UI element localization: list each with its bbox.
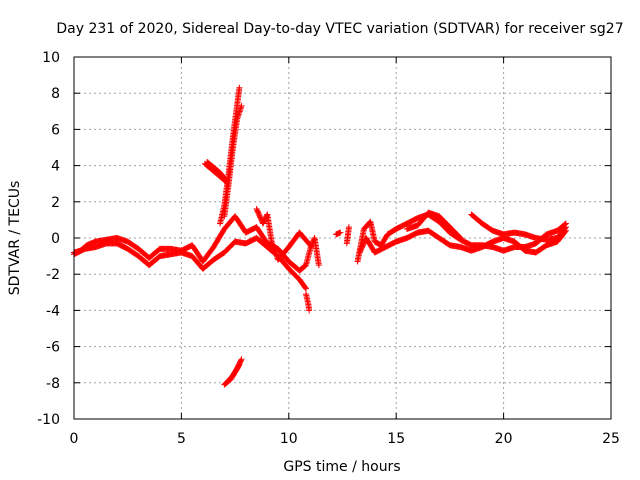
data-point: [457, 235, 464, 241]
data-point: [337, 229, 344, 236]
x-tick-label: 15: [387, 431, 405, 447]
data-point: [315, 262, 322, 269]
y-tick-label: 6: [51, 122, 60, 138]
data-point: [238, 356, 245, 363]
y-tick-labels: -10 -8 -6 -4 -2 0 2 4 6 8 10: [37, 50, 60, 428]
y-tick-label: -6: [46, 340, 60, 356]
x-tick-label: 25: [602, 431, 620, 447]
y-tick-label: -4: [46, 303, 60, 319]
data-point: [236, 84, 243, 91]
y-tick-label: -10: [37, 412, 60, 428]
y-tick-label: 2: [51, 195, 60, 211]
chart-title: Day 231 of 2020, Sidereal Day-to-day VTE…: [56, 21, 623, 37]
data-point: [236, 361, 243, 368]
y-tick-label: 8: [51, 86, 60, 102]
x-tick-labels: 0 5 10 15 20 25: [70, 431, 620, 447]
y-tick-label: -2: [46, 267, 60, 283]
y-tick-label: 0: [51, 231, 60, 247]
data-point: [307, 242, 314, 249]
data-point: [221, 175, 228, 182]
data-point: [562, 225, 569, 232]
plot-frame: [73, 56, 612, 420]
data-point: [238, 102, 245, 109]
data-point: [302, 285, 309, 292]
data-point: [456, 234, 463, 241]
x-tick-label: 10: [280, 431, 298, 447]
data-point: [562, 224, 569, 231]
data-point: [238, 357, 245, 364]
data-point: [302, 284, 309, 291]
data-point: [235, 362, 242, 369]
data-point: [306, 241, 313, 248]
x-tick-label: 5: [177, 431, 186, 447]
y-tick-label: 4: [51, 159, 60, 175]
y-tick-label: 10: [42, 50, 60, 66]
x-tick-label: 0: [70, 431, 79, 447]
x-tick-label: 20: [495, 431, 513, 447]
data-point: [306, 307, 313, 314]
data-point: [345, 224, 352, 231]
y-axis-label: SDTVAR / TECUs: [7, 181, 23, 296]
y-tick-label: -8: [46, 376, 60, 392]
data-points: [71, 84, 569, 388]
x-axis-label: GPS time / hours: [283, 459, 400, 475]
